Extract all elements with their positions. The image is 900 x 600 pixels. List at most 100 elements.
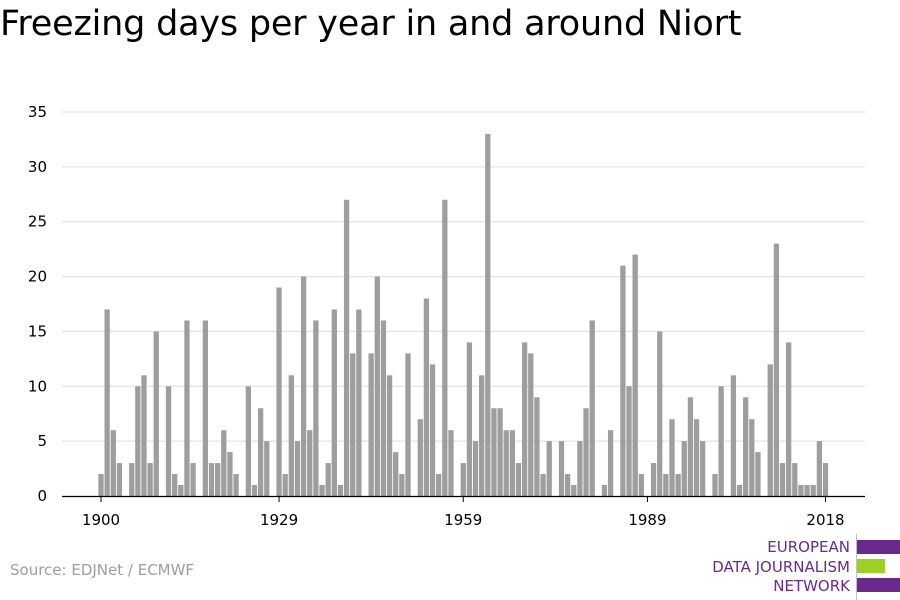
bar — [436, 474, 442, 496]
bar — [110, 430, 116, 496]
bar — [153, 331, 159, 496]
bar — [773, 243, 780, 496]
bar — [417, 419, 423, 496]
bar — [620, 265, 626, 496]
bar — [178, 485, 184, 496]
y-tick-label: 0 — [37, 487, 47, 505]
bar — [331, 309, 337, 496]
bar — [601, 485, 608, 496]
bar — [528, 353, 534, 496]
bar — [350, 353, 356, 496]
bar — [184, 320, 190, 496]
logo-line-2: DATA JOURNALISM — [712, 558, 850, 576]
edjnet-logo[interactable]: EUROPEAN DATA JOURNALISM NETWORK — [700, 534, 900, 600]
bar — [356, 309, 362, 496]
bar — [515, 463, 522, 496]
bar — [466, 342, 473, 496]
bar — [712, 474, 718, 496]
bar — [522, 342, 528, 496]
bar — [386, 375, 393, 496]
bar — [307, 430, 313, 496]
bar — [693, 419, 700, 496]
bar — [264, 441, 270, 496]
y-tick-label: 5 — [37, 432, 47, 450]
bar — [423, 298, 430, 496]
bar — [786, 342, 792, 496]
bar — [650, 463, 657, 496]
bar — [485, 133, 491, 496]
bar — [564, 474, 571, 496]
bar — [300, 276, 307, 496]
logo-bar-purple-top — [857, 540, 900, 554]
x-tick-label: 1989 — [628, 511, 666, 529]
bar — [583, 408, 589, 496]
bar — [202, 320, 209, 496]
bar — [221, 430, 227, 496]
source-note: Source: EDJNet / ECMWF — [10, 561, 195, 579]
bar — [227, 452, 233, 496]
bar — [503, 430, 509, 496]
bar — [319, 485, 325, 496]
bar — [98, 474, 104, 496]
bar — [282, 474, 288, 496]
bar — [736, 485, 743, 496]
bar — [804, 485, 810, 496]
bar — [374, 276, 380, 496]
bar — [798, 485, 804, 496]
bar — [172, 474, 178, 496]
logo-divider — [856, 534, 857, 600]
bar — [687, 397, 694, 496]
bar — [276, 287, 282, 496]
y-tick-label: 10 — [28, 377, 47, 395]
bar — [147, 463, 153, 496]
bar — [294, 441, 301, 496]
bar — [497, 408, 503, 496]
bar — [313, 320, 319, 496]
bar — [233, 474, 239, 496]
bar — [810, 485, 816, 496]
bar — [632, 254, 638, 496]
bar — [245, 386, 251, 496]
bar — [681, 441, 687, 496]
bar — [509, 430, 516, 496]
bar — [288, 375, 294, 496]
bar — [577, 441, 583, 496]
x-tick-label: 1929 — [260, 511, 298, 529]
bar — [129, 463, 135, 496]
y-tick-label: 25 — [28, 213, 47, 231]
bar — [663, 474, 669, 496]
bar — [337, 485, 344, 496]
y-tick-label: 20 — [28, 268, 47, 286]
bar — [141, 375, 147, 496]
bar — [368, 353, 374, 496]
y-tick-label: 30 — [28, 158, 47, 176]
bar — [657, 331, 663, 496]
logo-bar-purple-bottom — [857, 578, 900, 592]
chart-title: Freezing days per year in and around Nio… — [0, 4, 742, 44]
bar — [190, 463, 196, 496]
bar — [571, 485, 577, 496]
logo-bar-green — [857, 559, 885, 573]
bar — [718, 386, 724, 496]
bar — [546, 441, 552, 496]
bar — [215, 463, 221, 496]
bar — [638, 474, 644, 496]
bar — [669, 419, 675, 496]
bar — [675, 474, 681, 496]
x-tick-label: 1959 — [444, 511, 482, 529]
bar — [208, 463, 215, 496]
bar — [607, 430, 614, 496]
logo-line-3: NETWORK — [773, 577, 850, 595]
bar — [380, 320, 387, 496]
bar — [257, 408, 264, 496]
bar — [491, 408, 497, 496]
bar — [472, 441, 479, 496]
x-tick-label: 1900 — [82, 511, 120, 529]
bar — [626, 386, 632, 496]
bar — [755, 452, 761, 496]
bar — [743, 397, 749, 496]
x-tick-label: 2018 — [806, 511, 844, 529]
bar — [822, 463, 829, 496]
bar — [343, 199, 350, 496]
